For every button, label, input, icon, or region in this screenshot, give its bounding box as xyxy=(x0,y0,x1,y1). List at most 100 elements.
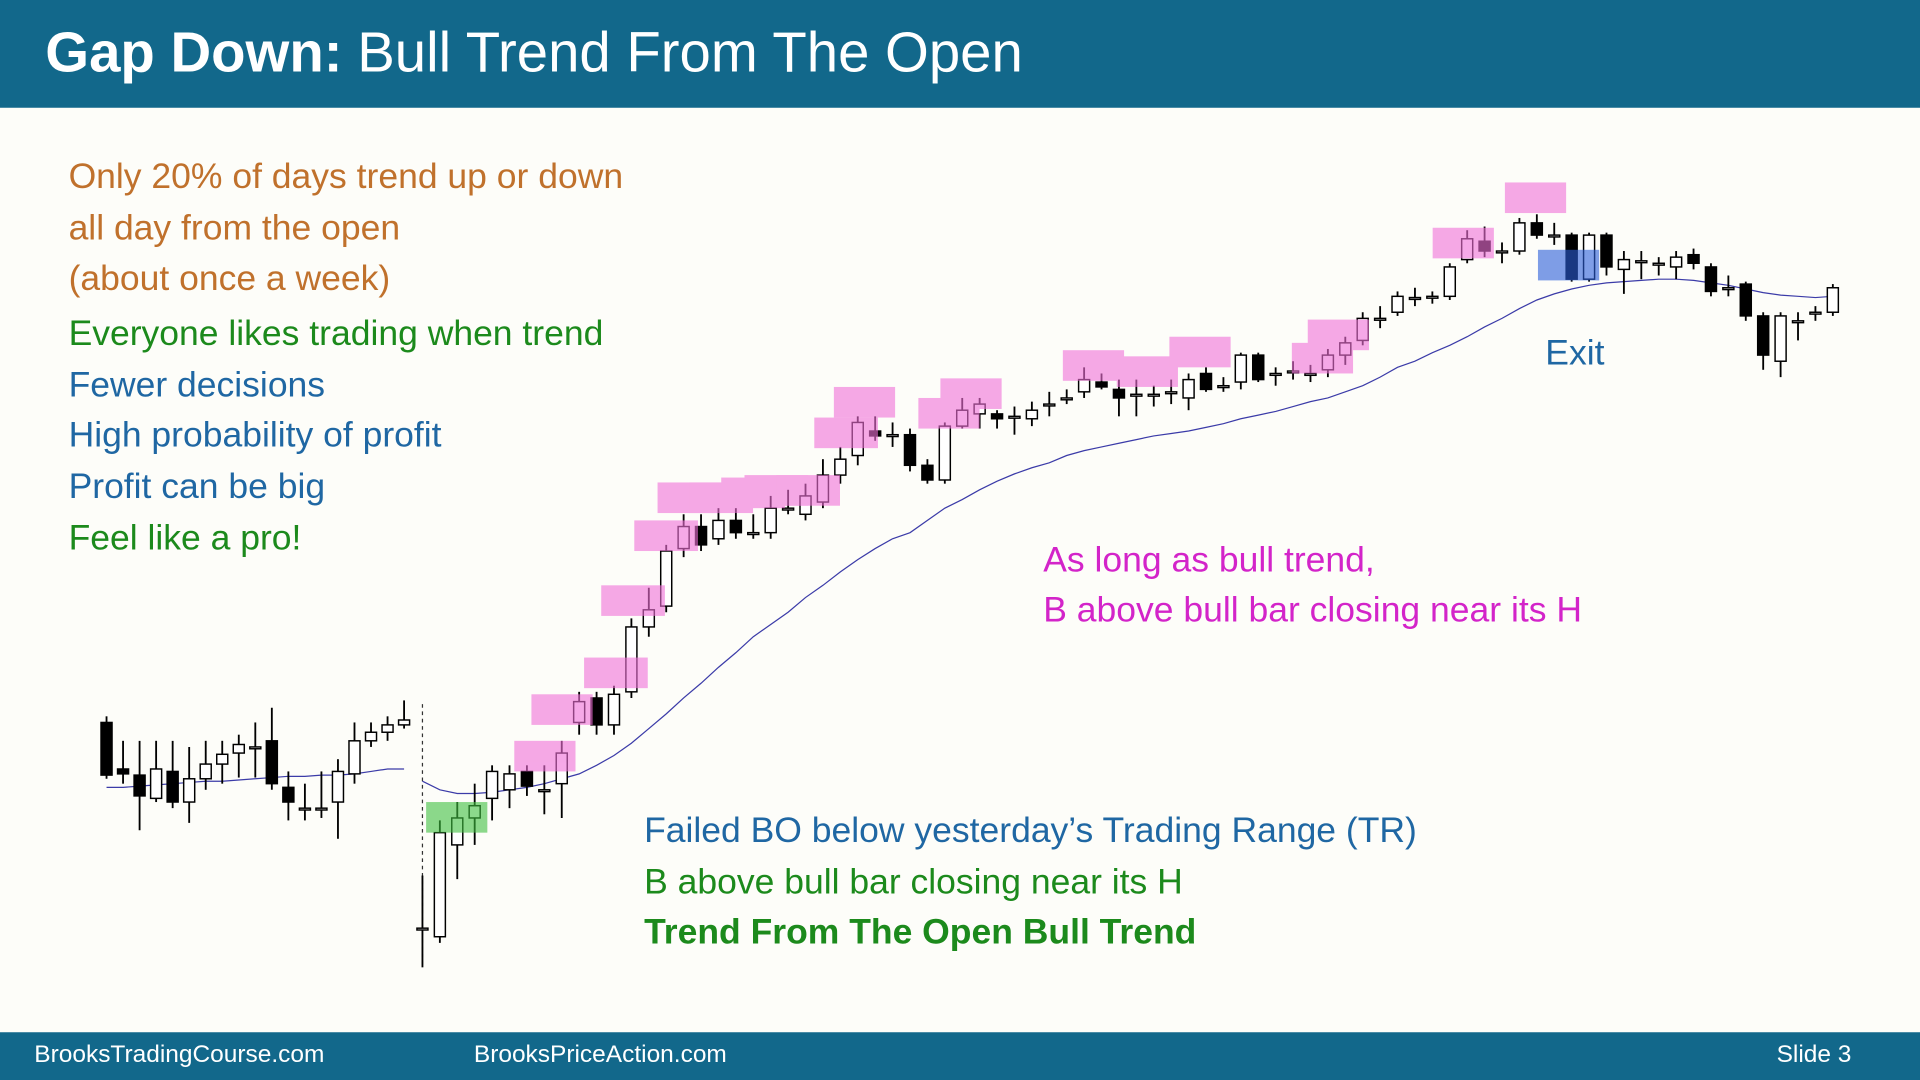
candle-body xyxy=(607,693,621,726)
candle-body xyxy=(1513,222,1526,252)
annotation: Failed BO below yesterday’s Trading Rang… xyxy=(644,810,1417,850)
candle-body xyxy=(938,425,952,481)
candle-body xyxy=(1391,295,1404,313)
candle-body xyxy=(1095,381,1108,388)
candle-body xyxy=(1234,354,1248,383)
candle-body xyxy=(1635,260,1648,264)
note: High probability of profit xyxy=(69,415,442,455)
candle-body xyxy=(1687,253,1700,264)
candle-body xyxy=(1669,256,1683,268)
candle-body xyxy=(729,519,743,534)
candle-body xyxy=(1182,378,1195,399)
candle-body xyxy=(921,464,934,481)
candle-body xyxy=(1600,234,1613,268)
candle-body xyxy=(331,770,345,803)
candle-body xyxy=(348,740,361,775)
entry-box xyxy=(426,802,488,833)
candle-body xyxy=(1304,372,1317,377)
signal-box xyxy=(531,694,593,725)
signal-box xyxy=(1062,350,1125,381)
note: Only 20% of days trend up or down xyxy=(69,156,624,196)
signal-box xyxy=(940,378,1002,409)
candle-body xyxy=(1809,311,1822,315)
candle-body xyxy=(903,433,917,467)
candle-body xyxy=(1704,266,1718,293)
signal-box xyxy=(814,417,878,449)
candle-body xyxy=(364,731,378,742)
annotation: B above bull bar closing near its H xyxy=(1043,590,1582,630)
candle-body xyxy=(990,413,1004,420)
candle-body xyxy=(1077,378,1091,393)
candle-body xyxy=(1060,397,1073,401)
note: Fewer decisions xyxy=(69,364,326,404)
candle-body xyxy=(1008,415,1021,419)
candle-body xyxy=(1722,287,1735,291)
signal-box xyxy=(776,475,840,506)
candle-body xyxy=(315,807,328,811)
footer-bar xyxy=(0,1032,1920,1080)
annotation: As long as bull trend, xyxy=(1043,539,1375,579)
candle-body xyxy=(1443,266,1457,298)
candle-body xyxy=(199,763,212,780)
candle-body xyxy=(381,724,394,733)
note: Profit can be big xyxy=(69,466,326,506)
candle-body xyxy=(100,721,113,776)
candle-body xyxy=(1548,234,1561,238)
candle-body xyxy=(416,927,429,931)
signal-box xyxy=(601,585,665,616)
candle-body xyxy=(1791,320,1805,324)
footer-link: BrooksTradingCourse.com xyxy=(34,1041,324,1068)
signal-box xyxy=(584,657,648,689)
candle-body xyxy=(1269,372,1282,377)
candle-body xyxy=(538,789,551,793)
candle-body xyxy=(397,719,411,726)
candle-body xyxy=(1112,388,1126,399)
candle-body xyxy=(232,743,246,754)
candle-body xyxy=(1043,403,1056,407)
candle-body xyxy=(265,740,279,785)
candle-body xyxy=(1426,295,1439,299)
candle-body xyxy=(282,786,295,803)
candle-body xyxy=(590,697,603,726)
candle-body xyxy=(781,507,795,511)
candle-body xyxy=(503,773,516,791)
candle-body xyxy=(520,770,534,787)
candle-body xyxy=(1147,393,1161,397)
candle-body xyxy=(1025,409,1039,420)
title-bold: Gap Down: xyxy=(45,20,342,83)
header-bar xyxy=(0,0,1920,108)
candle-body xyxy=(216,753,229,765)
candle-body xyxy=(1530,222,1544,236)
candle-body xyxy=(886,433,899,438)
signal-box xyxy=(634,520,698,552)
footer-link: BrooksPriceAction.com xyxy=(474,1041,727,1068)
signal-box xyxy=(1307,319,1369,351)
signal-box xyxy=(1169,336,1231,368)
note: (about once a week) xyxy=(69,258,391,298)
signal-box xyxy=(514,740,576,772)
highlight-boxes xyxy=(426,182,1600,833)
candle-body xyxy=(747,531,760,536)
note: all day from the open xyxy=(69,208,401,248)
candle-body xyxy=(1739,283,1753,317)
candle-body xyxy=(149,768,163,800)
slide-number: Slide 3 xyxy=(1777,1041,1852,1068)
signal-box xyxy=(833,386,896,418)
candle-body xyxy=(249,746,262,750)
signal-box xyxy=(1432,227,1494,259)
candle-body xyxy=(834,458,847,476)
candle-body xyxy=(182,778,196,803)
note: Feel like a pro! xyxy=(69,517,302,557)
candle-body xyxy=(1373,317,1387,321)
title: Gap Down: Bull Trend From The Open xyxy=(45,20,1023,83)
exit-box xyxy=(1537,249,1600,281)
signal-box xyxy=(1504,182,1567,214)
title-rest: Bull Trend From The Open xyxy=(357,20,1023,83)
candle-body xyxy=(1756,315,1770,356)
candle-body xyxy=(712,519,725,540)
candle-body xyxy=(1774,315,1787,362)
candle-body xyxy=(433,831,447,938)
